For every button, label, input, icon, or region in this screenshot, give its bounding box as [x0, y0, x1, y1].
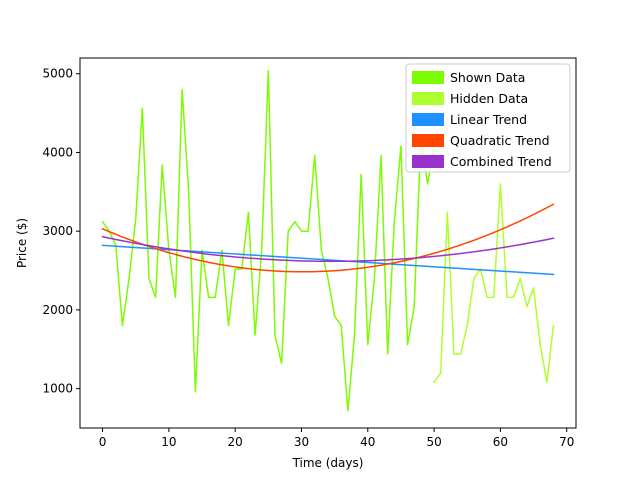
- legend-swatch: [412, 113, 444, 126]
- x-axis-title: Time (days): [292, 456, 364, 470]
- x-tick-label: 60: [493, 435, 508, 449]
- axis-ticks: 0 10 20 30 40 50 60 70 1000 2000 3000 4000 5000: [42, 67, 574, 449]
- legend-label: Quadratic Trend: [450, 133, 550, 148]
- y-tick-label: 2000: [42, 303, 73, 317]
- y-tick-label: 4000: [42, 145, 73, 159]
- x-tick-label: 10: [161, 435, 176, 449]
- series-line-hidden-data: [433, 183, 555, 384]
- series-line-combined-trend: [101, 235, 555, 263]
- x-tick-label: 40: [360, 435, 375, 449]
- y-tick-label: 1000: [42, 382, 73, 396]
- plot-frame: [79, 57, 577, 429]
- y-axis-title: Price ($): [15, 218, 29, 268]
- y-tick-label: 5000: [42, 67, 73, 81]
- x-tick-label: 0: [99, 435, 107, 449]
- legend-swatch: [412, 155, 444, 168]
- x-tick-label: 70: [559, 435, 574, 449]
- series-line-shown-data: [101, 69, 435, 412]
- legend-label: Linear Trend: [450, 112, 527, 127]
- legend-label: Shown Data: [450, 70, 525, 85]
- legend-box: [405, 63, 571, 173]
- y-tick-label: 3000: [42, 224, 73, 238]
- legend-swatch: [412, 134, 444, 147]
- legend-swatch: [412, 71, 444, 84]
- legend-label: Combined Trend: [450, 154, 552, 169]
- plot-area: [101, 69, 555, 412]
- x-tick-label: 30: [294, 435, 309, 449]
- series-line-quadratic-trend: [101, 203, 555, 273]
- legend-swatch: [412, 92, 444, 105]
- x-tick-label: 50: [426, 435, 441, 449]
- legend: Shown Data Hidden Data Linear Trend Quadrat…: [405, 63, 571, 173]
- x-tick-label: 20: [228, 435, 243, 449]
- legend-label: Hidden Data: [450, 91, 528, 106]
